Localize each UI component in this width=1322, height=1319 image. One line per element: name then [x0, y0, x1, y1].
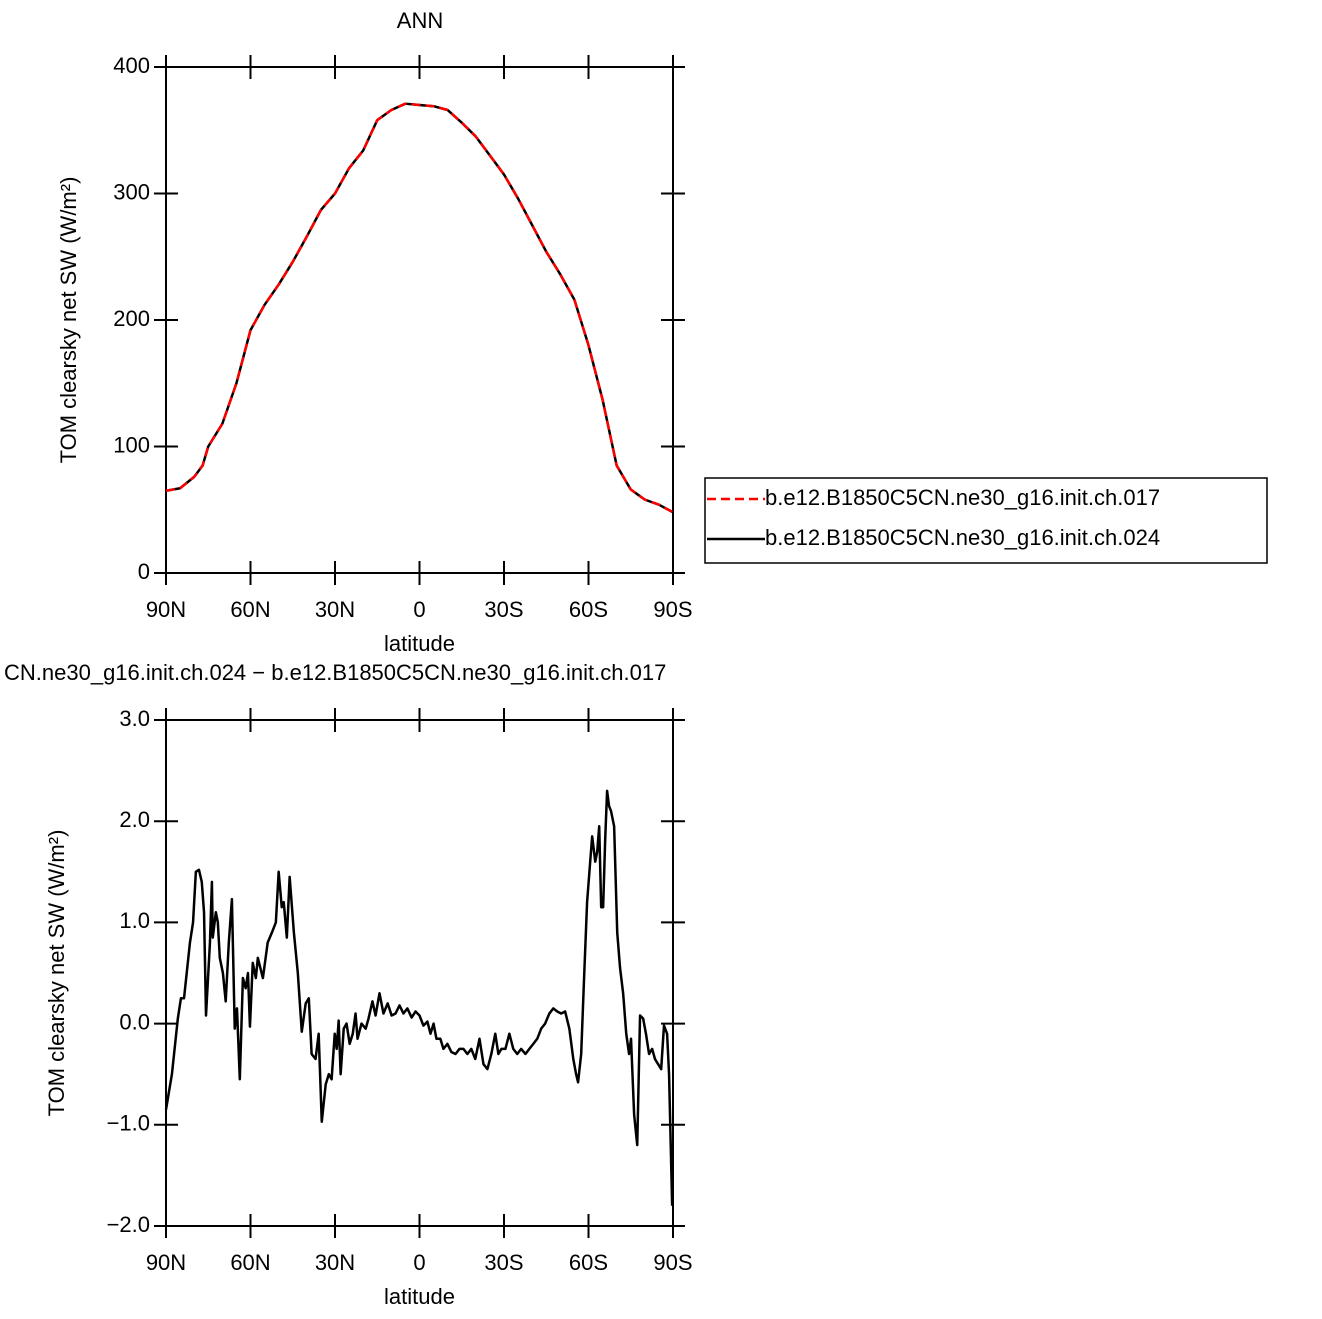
y-tick-label: 300	[113, 179, 150, 204]
data-line	[165, 102, 674, 514]
x-axis-label: latitude	[384, 1284, 455, 1309]
plot-frame	[165, 719, 674, 1227]
x-tick-label: 30N	[315, 597, 355, 622]
y-tick-label: −2.0	[107, 1212, 150, 1237]
y-tick-label: 3.0	[119, 706, 150, 731]
x-tick-label: 60S	[569, 1250, 608, 1275]
chart-title: ANN	[397, 8, 443, 33]
legend-label: b.e12.B1850C5CN.ne30_g16.init.ch.017	[765, 485, 1160, 510]
x-tick-label: 60N	[230, 597, 270, 622]
y-tick-label: −1.0	[107, 1111, 150, 1136]
chart-title: CN.ne30_g16.init.ch.024 − b.e12.B1850C5C…	[4, 660, 666, 685]
data-line	[165, 102, 674, 514]
x-tick-label: 30N	[315, 1250, 355, 1275]
legend-box	[704, 477, 1268, 564]
y-axis-label: TOM clearsky net SW (W/m²)	[56, 177, 81, 464]
y-axis-label: TOM clearsky net SW (W/m²)	[44, 830, 69, 1117]
y-tick-label: 0	[138, 559, 150, 584]
y-tick-label: 200	[113, 306, 150, 331]
x-tick-label: 90N	[146, 1250, 186, 1275]
x-tick-label: 90S	[653, 1250, 692, 1275]
x-axis-label: latitude	[384, 631, 455, 656]
x-tick-label: 0	[413, 1250, 425, 1275]
x-tick-label: 90N	[146, 597, 186, 622]
y-tick-label: 1.0	[119, 908, 150, 933]
y-tick-label: 2.0	[119, 807, 150, 832]
x-tick-label: 60S	[569, 597, 608, 622]
x-tick-label: 60N	[230, 1250, 270, 1275]
y-tick-label: 100	[113, 432, 150, 457]
x-tick-label: 30S	[484, 597, 523, 622]
x-tick-label: 30S	[484, 1250, 523, 1275]
y-tick-label: 0.0	[119, 1009, 150, 1034]
plot-frame	[165, 66, 674, 574]
y-tick-label: 400	[113, 53, 150, 78]
data-line	[164, 789, 674, 1206]
x-tick-label: 90S	[653, 597, 692, 622]
x-tick-label: 0	[413, 597, 425, 622]
legend-label: b.e12.B1850C5CN.ne30_g16.init.ch.024	[765, 525, 1160, 550]
